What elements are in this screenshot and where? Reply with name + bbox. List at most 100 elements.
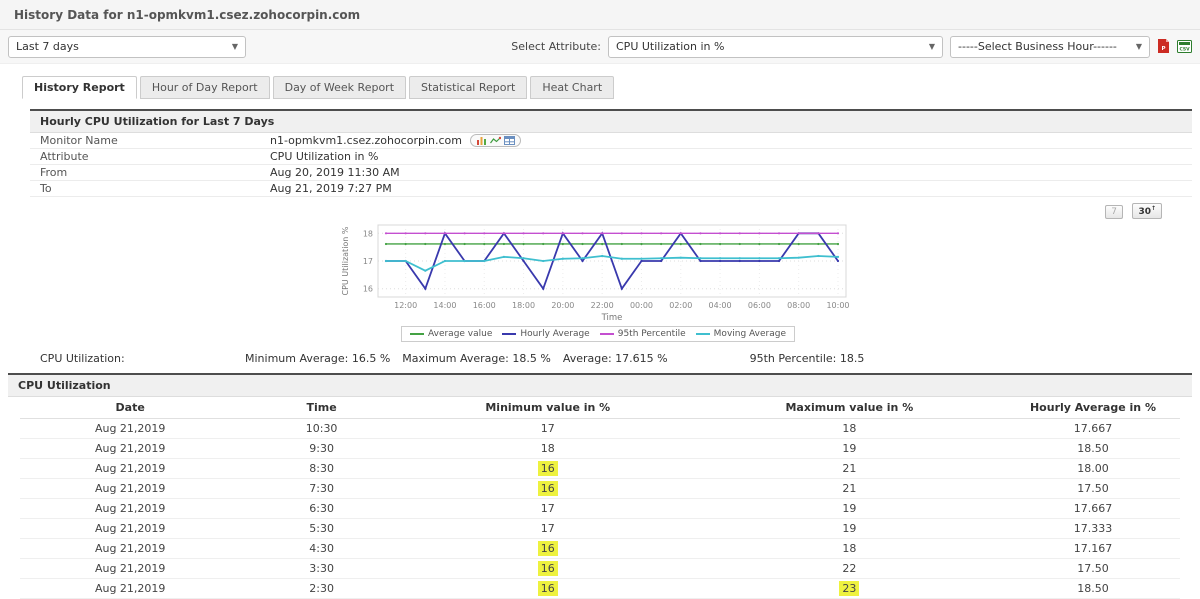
cell-date: Aug 21,2019 [20, 578, 241, 599]
legend-item-moving-average: Moving Average [695, 329, 787, 339]
period-select[interactable]: Last 7 days ▼ [8, 35, 246, 58]
cell-date: Aug 21,2019 [20, 458, 241, 479]
column-header-hourly-average-in: Hourly Average in % [1005, 397, 1180, 419]
table-header-row: Date Time Minimum value in % Maximum value … [20, 397, 1180, 419]
cell-min: 17 [402, 518, 693, 539]
legend-item-95th-percentile: 95th Percentile [599, 329, 686, 339]
highlighted-value: 16 [537, 561, 558, 576]
business-hour-select-value: -----Select Business Hour------ [958, 40, 1117, 53]
attribute-select[interactable]: CPU Utilization in % ▼ [608, 35, 943, 58]
info-value: CPU Utilization in % [270, 150, 378, 163]
svg-text:22:00: 22:00 [591, 301, 614, 310]
cell-time: 10:30 [240, 418, 403, 439]
svg-text:02:00: 02:00 [669, 301, 692, 310]
history-chart-svg: 16 17 18 12:00 14:00 16:00 18:00 20:00 22:00 00:0… [341, 224, 850, 323]
tab-hour-of-day-report[interactable]: Hour of Day Report [139, 76, 270, 99]
cell-min: 16 [402, 538, 693, 559]
cell-time: 2:30 [240, 578, 403, 599]
cell-max: 19 [692, 518, 1006, 539]
toolbar: Last 7 days ▼ Select Attribute: CPU Util… [0, 30, 1200, 64]
cell-date: Aug 21,2019 [20, 518, 241, 539]
cell-avg: 17.667 [1005, 498, 1180, 519]
page-title: History Data for n1-opmkvm1.csez.zohocor… [14, 7, 361, 22]
cell-date: Aug 21,2019 [20, 418, 241, 439]
cell-avg: 18.50 [1005, 438, 1180, 459]
cell-min: 16 [402, 558, 693, 579]
tab-day-of-week-report[interactable]: Day of Week Report [272, 76, 407, 99]
table-row: Aug 21,2019 2:30 16 23 18.50 [20, 578, 1180, 599]
summary-stat-95th-percentile: 95th Percentile: 18.5 [749, 352, 865, 365]
cell-date: Aug 21,2019 [20, 438, 241, 459]
svg-text:04:00: 04:00 [709, 301, 732, 310]
svg-text:12:00: 12:00 [394, 301, 417, 310]
highlighted-value: 16 [537, 541, 558, 556]
history-chart: 16 17 18 12:00 14:00 16:00 18:00 20:00 22:00 00:0… [338, 219, 858, 342]
chart-legend: Average value Hourly Average 95th Percenti… [400, 326, 796, 342]
cell-max: 19 [692, 498, 1006, 519]
summary-stats: Minimum Average: 16.5 % Maximum Average: … [245, 352, 876, 365]
info-value-text: CPU Utilization in % [270, 150, 379, 163]
legend-swatch [599, 333, 614, 335]
column-header-maximum-value-in: Maximum value in % [692, 397, 1006, 419]
cell-avg: 17.50 [1005, 478, 1180, 499]
table-row: Aug 21,2019 10:30 17 18 17.667 [20, 418, 1180, 439]
legend-label: Moving Average [713, 329, 787, 339]
legend-item-hourly-average: Hourly Average [502, 329, 590, 339]
cell-max: 21 [692, 458, 1006, 479]
column-header-date: Date [20, 397, 241, 419]
cell-time: 7:30 [240, 478, 403, 499]
tab-statistical-report[interactable]: Statistical Report [409, 76, 528, 99]
attribute-label: Select Attribute: [511, 40, 601, 53]
info-row-attribute: Attribute CPU Utilization in % [30, 149, 1192, 165]
cell-time: 6:30 [240, 498, 403, 519]
line-chart-icon[interactable] [490, 136, 501, 145]
cell-min: 16 [402, 478, 693, 499]
tab-heat-chart[interactable]: Heat Chart [530, 76, 615, 99]
legend-swatch [502, 333, 517, 335]
chart-30-days-button[interactable]: 30↑ [1132, 203, 1162, 219]
pdf-export-icon[interactable]: P [1157, 39, 1170, 54]
monitor-quick-actions[interactable] [469, 134, 521, 147]
summary-line: CPU Utilization: Minimum Average: 16.5 %… [40, 352, 1192, 365]
svg-text:14:00: 14:00 [433, 301, 456, 310]
info-row-to: To Aug 21, 2019 7:27 PM [30, 181, 1192, 197]
info-value-text: Aug 20, 2019 11:30 AM [270, 166, 400, 179]
svg-text:10:00: 10:00 [826, 301, 849, 310]
cell-avg: 17.167 [1005, 538, 1180, 559]
info-row-monitor-name: Monitor Name n1-opmkvm1.csez.zohocorpin.c… [30, 133, 1192, 149]
cell-avg: 17.667 [1005, 418, 1180, 439]
legend-label: Hourly Average [520, 329, 590, 339]
cell-max: 18 [692, 418, 1006, 439]
info-value: Aug 20, 2019 11:30 AM [270, 166, 400, 179]
svg-text:16:00: 16:00 [473, 301, 496, 310]
info-value: Aug 21, 2019 7:27 PM [270, 182, 392, 195]
table-icon[interactable] [503, 136, 515, 145]
cell-max: 21 [692, 478, 1006, 499]
svg-text:20:00: 20:00 [551, 301, 574, 310]
cell-time: 5:30 [240, 518, 403, 539]
highlighted-value: 23 [839, 581, 860, 596]
svg-text:00:00: 00:00 [630, 301, 653, 310]
info-label: Monitor Name [40, 134, 118, 147]
cell-min: 16 [402, 458, 693, 479]
table-row: Aug 21,2019 8:30 16 21 18.00 [20, 458, 1180, 479]
cpu-utilization-table: Date Time Minimum value in % Maximum value … [20, 397, 1180, 599]
highlighted-value: 16 [537, 461, 558, 476]
tab-history-report[interactable]: History Report [22, 76, 137, 99]
svg-text:17: 17 [363, 257, 373, 266]
chart-7-days-button[interactable]: 7 [1105, 205, 1123, 219]
bar-chart-icon[interactable] [476, 136, 487, 145]
cell-time: 9:30 [240, 438, 403, 459]
business-hour-select[interactable]: -----Select Business Hour------ ▼ [950, 35, 1150, 58]
cell-max: 19 [692, 438, 1006, 459]
legend-swatch [409, 333, 424, 335]
csv-export-icon[interactable]: CSV [1177, 40, 1192, 53]
info-value-text: Aug 21, 2019 7:27 PM [270, 182, 392, 195]
cell-time: 4:30 [240, 538, 403, 559]
page-title-bar: History Data for n1-opmkvm1.csez.zohocor… [0, 0, 1200, 30]
chart-period-buttons: 7 30↑ [0, 197, 1200, 219]
legend-swatch [695, 333, 710, 335]
cell-date: Aug 21,2019 [20, 498, 241, 519]
table-row: Aug 21,2019 9:30 18 19 18.50 [20, 438, 1180, 459]
cell-date: Aug 21,2019 [20, 478, 241, 499]
